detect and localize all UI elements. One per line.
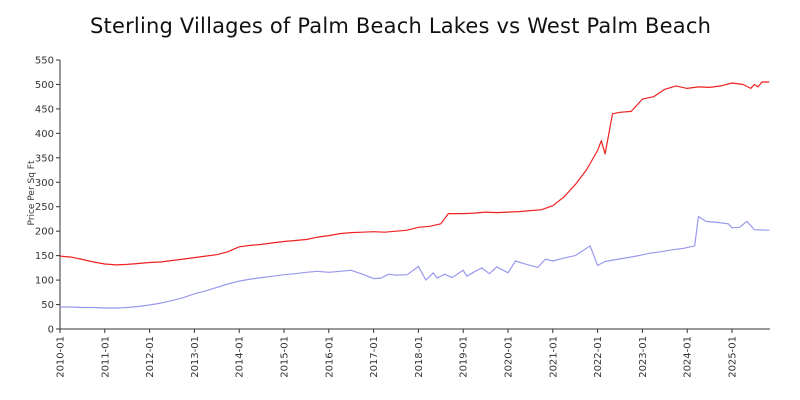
x-tick-label: 2017-01 (369, 336, 380, 378)
x-tick-label: 2021-01 (548, 336, 559, 378)
y-tick-label: 500 (35, 80, 54, 91)
x-tick-label: 2015-01 (280, 336, 291, 378)
series-2 (60, 215, 770, 309)
y-axis: 0 50 100 150 200 250 300 350 400 450 500 550 (35, 56, 61, 336)
x-tick-label: 2018-01 (414, 336, 425, 378)
y-tick-label: 450 (35, 104, 54, 115)
x-tick-label: 2016-01 (324, 336, 335, 378)
x-axis: 2010-01 2011-01 2012-01 2013-01 2014-01 2015-… (56, 328, 770, 378)
x-tick-label: 2014-01 (235, 336, 246, 378)
y-tick-label: 0 (48, 325, 54, 336)
series-1 (59, 81, 770, 266)
y-tick-label: 400 (35, 129, 54, 140)
series-line (59, 81, 770, 266)
x-tick-label: 2024-01 (683, 336, 694, 378)
y-axis-label: Price Per Sq Ft (27, 160, 37, 225)
x-tick-label: 2011-01 (100, 336, 111, 378)
x-tick-label: 2022-01 (593, 336, 604, 378)
y-tick-label: 200 (35, 227, 54, 238)
x-tick-label: 2020-01 (504, 336, 515, 378)
x-tick-label: 2023-01 (638, 336, 649, 378)
y-tick-label: 50 (41, 300, 54, 311)
series-line (60, 215, 770, 309)
x-tick-label: 2012-01 (145, 336, 156, 378)
y-tick-label: 350 (35, 153, 54, 164)
chart-title: Sterling Villages of Palm Beach Lakes vs… (90, 14, 712, 38)
y-tick-label: 300 (35, 178, 54, 189)
y-tick-label: 100 (35, 276, 54, 287)
y-tick-label: 150 (35, 251, 54, 262)
x-tick-label: 2010-01 (56, 336, 67, 378)
x-tick-label: 2025-01 (728, 336, 739, 378)
x-tick-label: 2013-01 (190, 336, 201, 378)
x-tick-label: 2019-01 (459, 336, 470, 378)
y-tick-label: 250 (35, 202, 54, 213)
series-layer (59, 81, 770, 309)
y-tick-label: 550 (35, 56, 54, 67)
